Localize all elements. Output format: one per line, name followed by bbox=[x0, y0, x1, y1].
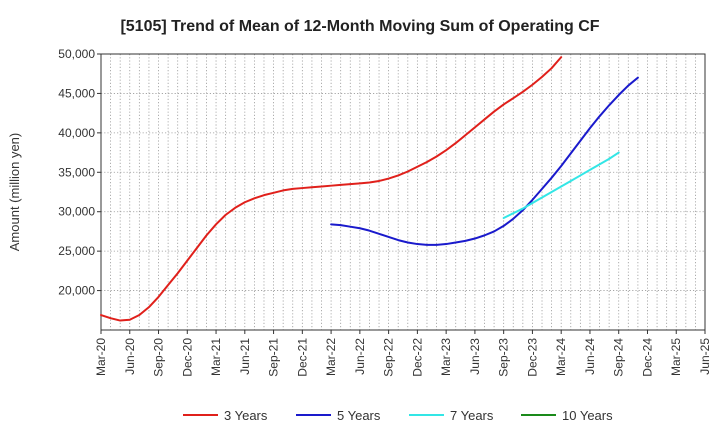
legend-label: 7 Years bbox=[450, 408, 494, 423]
legend: 3 Years 5 Years 7 Years 10 Years bbox=[183, 408, 613, 423]
series-line-5-years bbox=[330, 76, 639, 246]
x-tick-label: Sep-23 bbox=[497, 338, 511, 377]
x-tick-label: Jun-22 bbox=[353, 338, 367, 375]
y-tick-label: 20,000 bbox=[58, 284, 95, 298]
y-tick-label: 45,000 bbox=[58, 86, 95, 100]
x-tick-label: Sep-20 bbox=[152, 338, 166, 377]
series-line-3-years bbox=[100, 56, 563, 322]
x-tick-label: Dec-21 bbox=[295, 338, 309, 377]
y-tick-label: 30,000 bbox=[58, 205, 95, 219]
x-tick-label: Mar-24 bbox=[554, 338, 568, 376]
x-tick-label: Jun-20 bbox=[123, 338, 137, 375]
y-axis-label: Amount (million yen) bbox=[7, 133, 22, 252]
legend-label: 3 Years bbox=[224, 408, 268, 423]
grid bbox=[101, 53, 705, 330]
y-tick-label: 40,000 bbox=[58, 126, 95, 140]
x-tick-label: Jun-23 bbox=[468, 338, 482, 375]
y-axis: 20,000 25,000 30,000 35,000 40,000 45,000 50,0… bbox=[58, 47, 101, 298]
x-tick-label: Mar-23 bbox=[439, 338, 453, 376]
legend-label: 5 Years bbox=[337, 408, 381, 423]
x-tick-label: Jun-24 bbox=[583, 338, 597, 375]
x-tick-label: Dec-23 bbox=[525, 338, 539, 377]
plot-area bbox=[100, 53, 706, 331]
series-line-7-years bbox=[502, 151, 620, 220]
x-tick-label: Sep-21 bbox=[267, 338, 281, 377]
legend-label: 10 Years bbox=[562, 408, 613, 423]
series-group bbox=[100, 56, 639, 322]
y-tick-label: 35,000 bbox=[58, 165, 95, 179]
x-tick-label: Dec-20 bbox=[180, 338, 194, 377]
y-tick-label: 25,000 bbox=[58, 244, 95, 258]
x-tick-label: Mar-25 bbox=[669, 338, 683, 376]
chart-title: [5105] Trend of Mean of 12-Month Moving … bbox=[120, 18, 599, 35]
x-tick-label: Jun-25 bbox=[698, 338, 712, 375]
x-tick-label: Dec-22 bbox=[410, 338, 424, 377]
x-tick-label: Dec-24 bbox=[640, 338, 654, 377]
x-axis: Mar-20 Jun-20 Sep-20 Dec-20 Mar-21 Jun-21 Sep-… bbox=[94, 330, 712, 377]
x-tick-label: Sep-22 bbox=[382, 338, 396, 377]
x-tick-label: Mar-21 bbox=[209, 338, 223, 376]
x-tick-label: Sep-24 bbox=[612, 338, 626, 377]
x-tick-label: Jun-21 bbox=[238, 338, 252, 375]
x-tick-label: Mar-22 bbox=[324, 338, 338, 376]
y-tick-label: 50,000 bbox=[58, 47, 95, 61]
x-tick-label: Mar-20 bbox=[94, 338, 108, 376]
